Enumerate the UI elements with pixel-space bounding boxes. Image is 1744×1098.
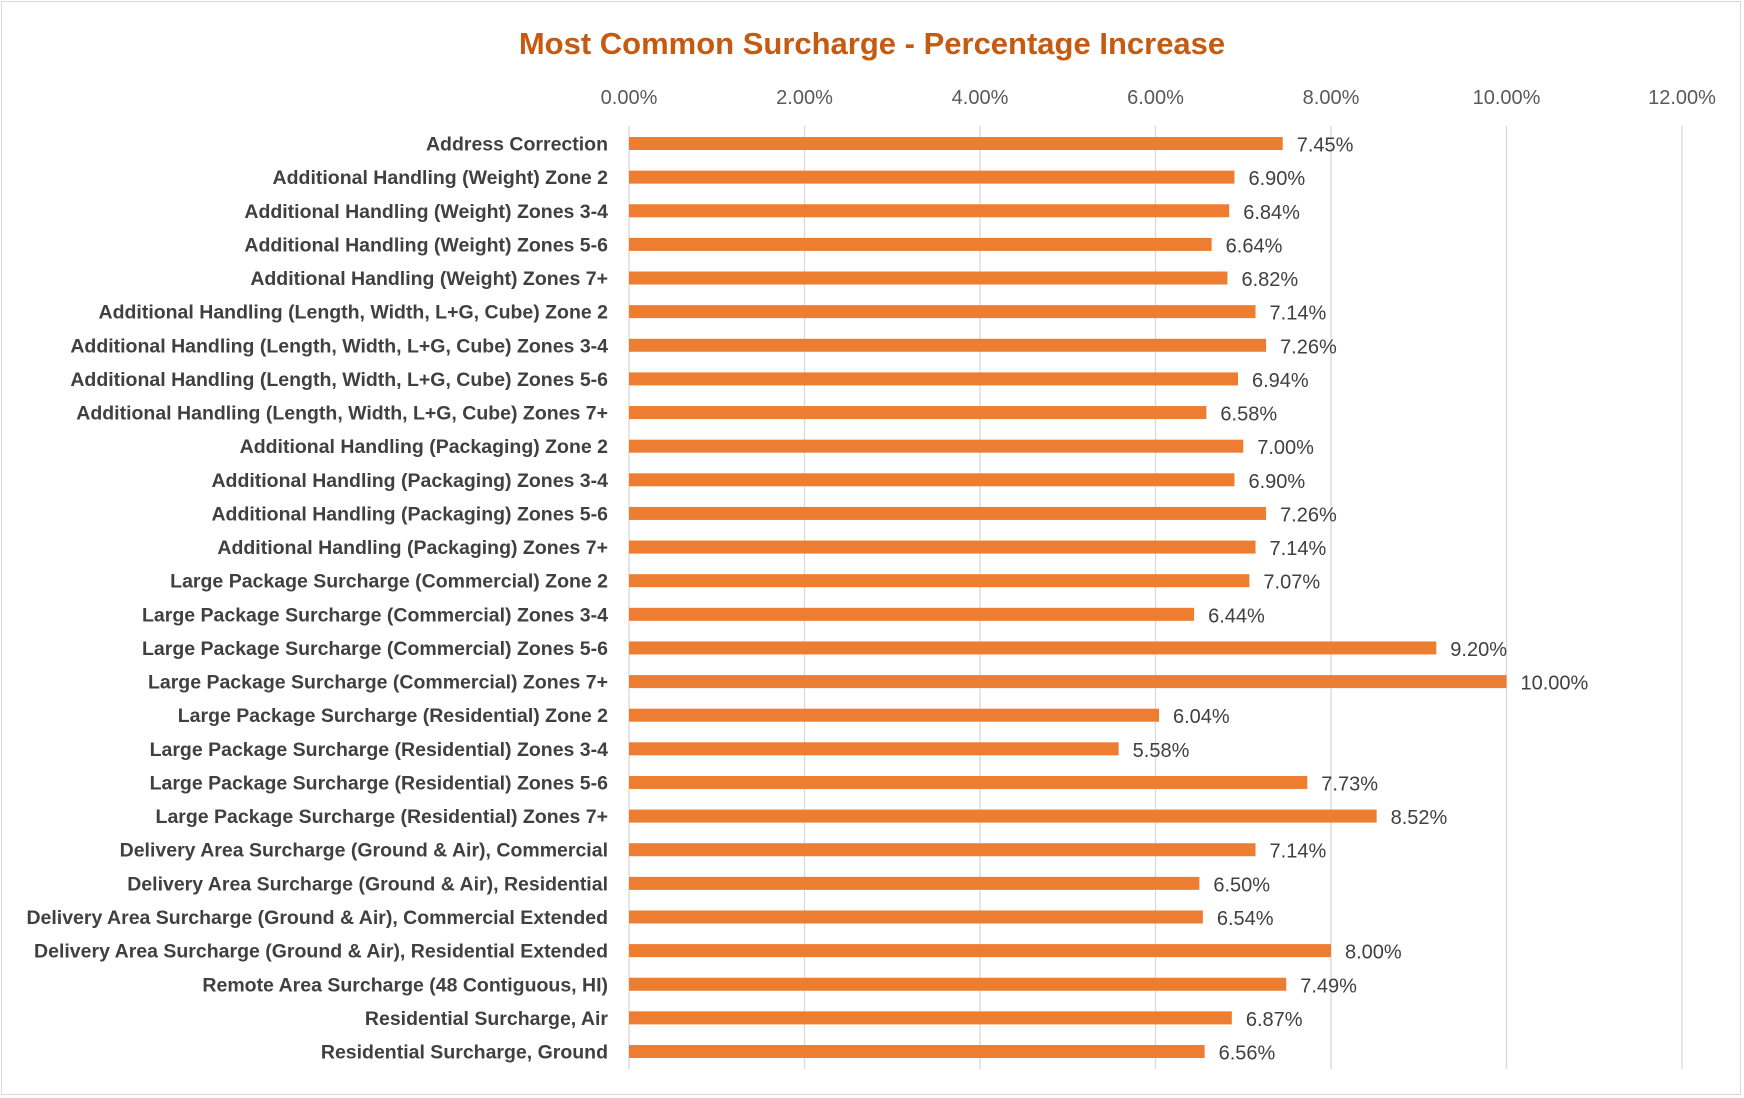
data-label: 7.26% — [1280, 504, 1337, 526]
category-label: Delivery Area Surcharge (Ground & Air), … — [120, 840, 608, 862]
bar — [629, 742, 1119, 756]
category-label: Additional Handling (Packaging) Zones 5-… — [211, 503, 608, 525]
data-label: 8.00% — [1345, 942, 1402, 964]
data-label: 7.14% — [1270, 303, 1327, 325]
category-label: Large Package Surcharge (Commercial) Zon… — [142, 604, 608, 626]
bar — [629, 338, 1267, 352]
bar — [629, 944, 1331, 958]
x-tick-label: 0.00% — [601, 87, 658, 109]
bar — [629, 607, 1195, 621]
category-label: Delivery Area Surcharge (Ground & Air), … — [127, 873, 608, 895]
bar — [629, 574, 1250, 588]
category-label: Additional Handling (Length, Width, L+G,… — [76, 403, 608, 425]
x-tick-label: 6.00% — [1127, 87, 1184, 109]
bar — [629, 372, 1238, 386]
bar — [629, 271, 1228, 285]
category-label: Additional Handling (Weight) Zones 7+ — [250, 268, 608, 290]
data-label: 7.14% — [1270, 538, 1327, 560]
bar — [629, 843, 1256, 857]
data-label: 6.56% — [1219, 1043, 1276, 1065]
data-label: 6.04% — [1173, 706, 1230, 728]
category-label: Additional Handling (Length, Width, L+G,… — [70, 369, 608, 391]
data-label: 6.90% — [1248, 168, 1305, 190]
data-label: 6.58% — [1220, 404, 1277, 426]
category-label: Large Package Surcharge (Residential) Zo… — [178, 705, 608, 727]
category-label: Additional Handling (Weight) Zones 5-6 — [244, 234, 608, 256]
x-tick-label: 8.00% — [1303, 87, 1360, 109]
category-label: Large Package Surcharge (Commercial) Zon… — [170, 571, 608, 593]
data-label: 7.14% — [1270, 841, 1327, 863]
x-tick-label: 12.00% — [1648, 87, 1716, 109]
category-label: Residential Surcharge, Ground — [321, 1042, 608, 1064]
bar — [629, 506, 1267, 520]
bar — [629, 1045, 1205, 1059]
bar — [629, 641, 1437, 655]
bar — [629, 305, 1256, 319]
category-label: Delivery Area Surcharge (Ground & Air), … — [34, 941, 608, 963]
data-label: 10.00% — [1521, 673, 1589, 695]
bar — [629, 137, 1283, 150]
chart-title: Most Common Surcharge - Percentage Incre… — [519, 26, 1225, 61]
data-label: 9.20% — [1450, 639, 1507, 661]
category-label: Delivery Area Surcharge (Ground & Air), … — [26, 907, 608, 929]
category-labels: Address Correction Additional Handling (W… — [26, 134, 608, 1064]
bar — [629, 439, 1244, 453]
category-label: Residential Surcharge, Air — [365, 1008, 609, 1030]
data-label: 7.07% — [1263, 572, 1320, 594]
x-tick-label: 10.00% — [1473, 87, 1541, 109]
bar — [629, 977, 1287, 991]
category-label: Address Correction — [426, 134, 608, 156]
category-label: Additional Handling (Length, Width, L+G,… — [70, 335, 608, 357]
data-label: 7.26% — [1280, 336, 1337, 358]
category-label: Large Package Surcharge (Residential) Zo… — [150, 739, 609, 761]
category-label: Additional Handling (Weight) Zone 2 — [273, 167, 609, 189]
data-label: 7.00% — [1257, 437, 1314, 459]
data-label: 7.73% — [1321, 773, 1378, 795]
gridlines — [628, 126, 1683, 1069]
data-label: 6.94% — [1252, 370, 1309, 392]
category-label: Large Package Surcharge (Commercial) Zon… — [142, 638, 608, 660]
category-label: Large Package Surcharge (Commercial) Zon… — [148, 672, 608, 694]
data-label: 6.84% — [1243, 202, 1300, 224]
bar — [629, 204, 1230, 218]
bar — [629, 170, 1235, 184]
data-label: 6.90% — [1248, 471, 1305, 493]
category-label: Remote Area Surcharge (48 Contiguous, HI… — [202, 974, 608, 996]
data-label: 6.82% — [1241, 269, 1298, 291]
bar — [629, 473, 1235, 487]
x-axis-ticks: 0.00% 2.00% 4.00% 6.00% 8.00% 10.00% 12.00% — [601, 87, 1716, 109]
category-label: Additional Handling (Packaging) Zones 7+ — [217, 537, 608, 559]
category-label: Additional Handling (Weight) Zones 3-4 — [244, 201, 608, 223]
data-labels: 7.45% 6.90% 6.84% 6.64% 6.82% 7.14% 7.26% 6.94%… — [1133, 135, 1589, 1065]
bar — [629, 876, 1200, 890]
data-label: 7.49% — [1300, 975, 1357, 997]
data-label: 5.58% — [1133, 740, 1190, 762]
data-label: 6.44% — [1208, 605, 1265, 627]
bar — [629, 406, 1207, 420]
x-tick-label: 4.00% — [952, 87, 1009, 109]
data-label: 6.64% — [1226, 235, 1283, 257]
data-label: 8.52% — [1391, 807, 1448, 829]
category-label: Additional Handling (Packaging) Zones 3-… — [211, 470, 608, 492]
bar — [629, 540, 1256, 554]
data-label: 6.50% — [1213, 874, 1270, 896]
bar — [629, 675, 1507, 689]
bar — [629, 708, 1160, 722]
bar — [629, 775, 1308, 789]
bar — [629, 809, 1377, 823]
category-label: Large Package Surcharge (Residential) Zo… — [156, 806, 608, 828]
data-label: 6.54% — [1217, 908, 1274, 930]
data-label: 7.45% — [1297, 135, 1354, 157]
bar — [629, 1011, 1232, 1025]
category-label: Large Package Surcharge (Residential) Zo… — [150, 772, 609, 794]
category-label: Additional Handling (Length, Width, L+G,… — [99, 302, 609, 324]
x-tick-label: 2.00% — [776, 87, 833, 109]
category-label: Additional Handling (Packaging) Zone 2 — [240, 436, 609, 458]
data-label: 6.87% — [1246, 1009, 1303, 1031]
bars — [629, 137, 1507, 1059]
bar — [629, 910, 1203, 924]
bar — [629, 237, 1212, 251]
